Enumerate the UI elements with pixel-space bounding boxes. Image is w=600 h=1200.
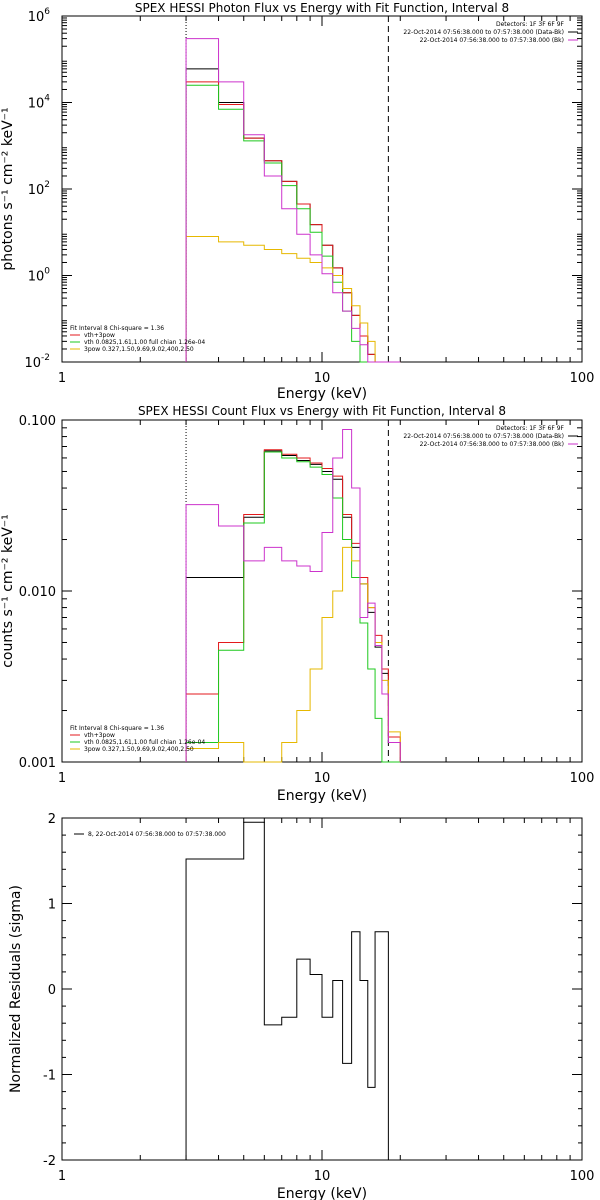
x-tick-label: 1 — [58, 371, 66, 386]
x-tick-label: 1 — [58, 1169, 66, 1184]
legend-entry: vth+3pow — [84, 332, 115, 339]
x-axis-label: Energy (keV) — [277, 386, 367, 402]
series-line-5 — [185, 38, 401, 363]
y-tick-label: 10-2 — [24, 353, 50, 371]
legend-entry: vth 0.0825,1.61,1.00 full chian 1.26e-04 — [84, 339, 205, 346]
chart-panel-1: SPEX HESSI Photon Flux vs Energy with Fi… — [0, 1, 594, 402]
x-tick-label: 100 — [570, 371, 595, 386]
y-tick-label: 2 — [48, 812, 56, 827]
legend-entry: Detectors: 1F 3F 6F 9F — [496, 21, 565, 28]
chart-panel-3: Energy (keV) Normalized Residuals (sigma)… — [8, 812, 594, 1200]
legend-entry: Fit Interval 8 Chi-square = 1.36 — [70, 725, 164, 732]
chart-title: SPEX HESSI Photon Flux vs Energy with Fi… — [135, 1, 509, 15]
legend-entry: 22-Oct-2014 07:56:38.000 to 07:57:38.000… — [420, 37, 564, 44]
y-axis-label: Normalized Residuals (sigma) — [8, 885, 24, 1093]
legend-entry: 22-Oct-2014 07:56:38.000 to 07:57:38.000… — [403, 29, 564, 36]
legend-entry: 22-Oct-2014 07:56:38.000 to 07:57:38.000… — [403, 433, 564, 440]
legend-entry: Fit Interval 8 Chi-square = 1.36 — [70, 325, 164, 332]
legend-entry: 3pow 0.327,1.50,9.69,9.02,400,2.50 — [84, 346, 194, 353]
x-tick-label: 100 — [570, 771, 595, 786]
y-tick-label: 100 — [28, 267, 51, 285]
x-tick-label: 1 — [58, 771, 66, 786]
x-tick-label: 10 — [314, 771, 331, 786]
chart-panel-2: SPEX HESSI Count Flux vs Energy with Fit… — [0, 404, 594, 804]
y-tick-label: 0.001 — [19, 756, 56, 771]
y-tick-label: 0.010 — [19, 585, 56, 600]
series-line-2 — [185, 81, 401, 363]
series-line-3 — [185, 451, 401, 763]
series-line-5 — [185, 428, 401, 762]
x-axis-label: Energy (keV) — [277, 788, 367, 804]
legend-entry: 22-Oct-2014 07:56:38.000 to 07:57:38.000… — [420, 441, 564, 448]
series-line-3 — [185, 84, 401, 363]
legend-entry: 8, 22-Oct-2014 07:56:38.000 to 07:57:38.… — [88, 831, 226, 838]
x-axis-label: Energy (keV) — [277, 1186, 367, 1200]
x-tick-label: 10 — [314, 1169, 331, 1184]
y-tick-label: 102 — [28, 180, 50, 198]
x-tick-label: 10 — [314, 371, 331, 386]
y-axis-label: photons s⁻¹ cm⁻² keV⁻¹ — [0, 107, 16, 270]
series-line-1 — [185, 68, 401, 363]
series-line-4 — [185, 546, 401, 763]
y-tick-label: -1 — [43, 1069, 56, 1084]
legend-entry: vth+3pow — [84, 732, 115, 739]
chart-title: SPEX HESSI Count Flux vs Energy with Fit… — [138, 404, 506, 418]
y-tick-label: 104 — [28, 94, 51, 112]
y-tick-label: -2 — [43, 1154, 56, 1169]
plot-frame — [61, 15, 583, 363]
y-tick-label: 106 — [28, 7, 51, 25]
y-tick-label: 0 — [48, 983, 56, 998]
legend-entry: Detectors: 1F 3F 6F 9F — [496, 425, 565, 432]
y-tick-label: 0.100 — [19, 414, 56, 429]
legend-entry: vth 0.0825,1.61,1.00 full chian 1.26e-04 — [84, 739, 205, 746]
y-tick-label: 1 — [48, 898, 56, 913]
y-axis-label: counts s⁻¹ cm⁻² keV⁻¹ — [0, 514, 16, 668]
x-tick-label: 100 — [570, 1169, 595, 1184]
legend-entry: 3pow 0.327,1.50,9.69,9.02,400,2.50 — [84, 746, 194, 753]
series-line-1 — [185, 821, 389, 1160]
